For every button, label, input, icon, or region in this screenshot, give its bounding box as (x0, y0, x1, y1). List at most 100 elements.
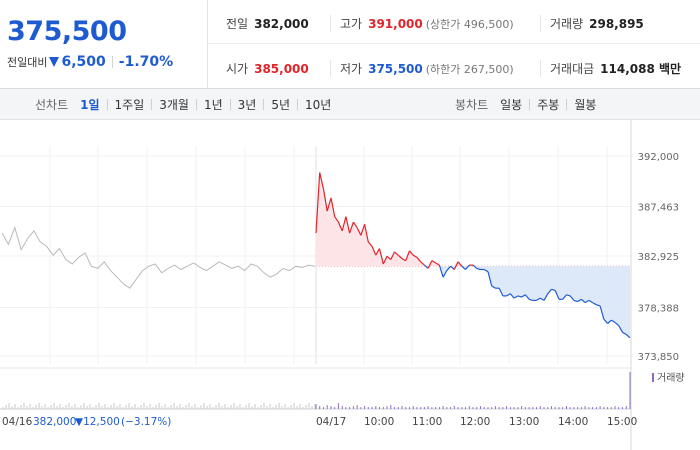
price-segment (554, 290, 560, 300)
price-segment (539, 297, 545, 301)
price-segment (592, 302, 597, 306)
stats-panel: 전일 382,000 고가 391,000 (상한가 496,500) 거래량 298,… (208, 0, 700, 89)
stat-trade-value: 거래대금 114,088 백만 (540, 60, 681, 77)
line-chart-title: 선차트 (35, 98, 69, 112)
divider (566, 99, 568, 110)
price-segment (322, 189, 328, 212)
price-segment (420, 261, 425, 266)
stats-row: 시가 385,000 저가 375,500 (하한가 267,500) 거래대금 114… (208, 45, 700, 89)
price-segment (382, 256, 388, 265)
price-segment (521, 294, 526, 298)
line-chart-tabs: 선차트 1일 1주일 3개월 1년 3년 5년 10년 (35, 89, 331, 120)
stat-label: 고가 (340, 17, 363, 31)
price-segment (610, 319, 616, 323)
price-segment (378, 248, 384, 265)
price-segment (371, 246, 377, 256)
price-segment (622, 331, 627, 336)
tab-3month[interactable]: 3개월 (159, 98, 189, 112)
down-triangle-icon (49, 57, 60, 67)
price-segment (330, 197, 336, 217)
up-fill-area (316, 172, 630, 267)
current-price: 375,500 (7, 16, 127, 47)
divider (195, 99, 197, 110)
price-segment (315, 172, 321, 234)
stat-label: 거래량 (550, 17, 584, 31)
price-segment (453, 261, 459, 270)
divider (106, 99, 108, 110)
price-segment (573, 299, 578, 303)
tab-5year[interactable]: 5년 (271, 98, 291, 112)
price-segment (401, 257, 407, 262)
price-segment (584, 299, 590, 304)
price-segment (599, 305, 605, 320)
x-tick-label: 04/17 (316, 416, 346, 428)
tab-10year[interactable]: 10년 (305, 98, 332, 112)
price-segment (498, 287, 504, 297)
prev-day-date: 04/16 (2, 416, 33, 428)
x-tick-label: 10:00 (364, 416, 394, 428)
price-segment (509, 293, 515, 299)
price-segment (409, 250, 414, 256)
price-segment (334, 216, 339, 223)
y-tick-label: 373,850 (638, 352, 679, 363)
x-tick-label: 15:00 (607, 416, 637, 428)
price-segment (446, 265, 452, 271)
change-row: 전일대비 6,500 -1.70% (7, 54, 173, 70)
tab-1year[interactable]: 1년 (203, 98, 223, 112)
volume-legend-icon (652, 373, 654, 382)
divider (111, 56, 113, 68)
quote-header: 375,500 전일대비 6,500 -1.70% 전일 382,000 고가 39… (0, 0, 700, 89)
tab-weekly[interactable]: 주봉 (537, 98, 560, 112)
change-value: 6,500 (61, 54, 106, 70)
price-segment (450, 265, 455, 270)
price-segment (543, 293, 549, 301)
stat-open: 시가 385,000 (226, 60, 309, 77)
price-segment (416, 257, 422, 263)
tab-3year[interactable]: 3년 (237, 98, 257, 112)
tab-1week[interactable]: 1주일 (114, 98, 145, 112)
y-tick-label: 382,925 (638, 252, 679, 263)
divider (229, 99, 231, 110)
price-segment (356, 227, 362, 236)
stat-high: 고가 391,000 (상한가 496,500) (330, 15, 514, 32)
price-segment (581, 298, 586, 304)
stat-label: 전일 (226, 17, 249, 31)
price-segment (614, 321, 620, 327)
price-segment (547, 288, 552, 295)
tab-monthly[interactable]: 월봉 (574, 98, 597, 112)
price-segment (435, 262, 440, 266)
price-segment (506, 293, 511, 297)
price-segment (326, 197, 332, 212)
price-segment (513, 295, 519, 299)
stat-label: 시가 (226, 62, 249, 76)
price-segment (524, 294, 530, 300)
candle-chart-title: 봉차트 (455, 98, 489, 112)
price-segment (431, 260, 436, 264)
price-segment (588, 299, 593, 304)
tab-1day[interactable]: 1일 (80, 98, 100, 112)
price-segment (566, 294, 571, 297)
price-segment (551, 288, 556, 291)
tab-daily[interactable]: 일봉 (500, 98, 523, 112)
stat-value: 375,500 (368, 62, 423, 76)
x-tick-label: 14:00 (558, 416, 588, 428)
stat-value: 391,000 (368, 17, 423, 31)
stats-row: 전일 382,000 고가 391,000 (상한가 496,500) 거래량 298,… (208, 0, 700, 44)
price-segment (337, 221, 343, 232)
price-segment (375, 248, 381, 256)
price-segment (319, 172, 325, 190)
price-segment (442, 270, 448, 278)
price-segment (625, 334, 631, 339)
stat-value: 382,000 (254, 17, 309, 31)
stat-volume: 거래량 298,895 (540, 15, 644, 32)
price-segment (364, 224, 369, 243)
intraday-series (315, 172, 631, 339)
price-segment (352, 221, 358, 228)
stat-prev-close: 전일 382,000 (226, 15, 309, 32)
change-percent: -1.70% (118, 54, 174, 70)
price-segment (483, 268, 489, 273)
price-segment (390, 251, 396, 260)
divider (263, 99, 265, 110)
stat-value: 385,000 (254, 62, 309, 76)
stat-label: 저가 (340, 62, 363, 76)
